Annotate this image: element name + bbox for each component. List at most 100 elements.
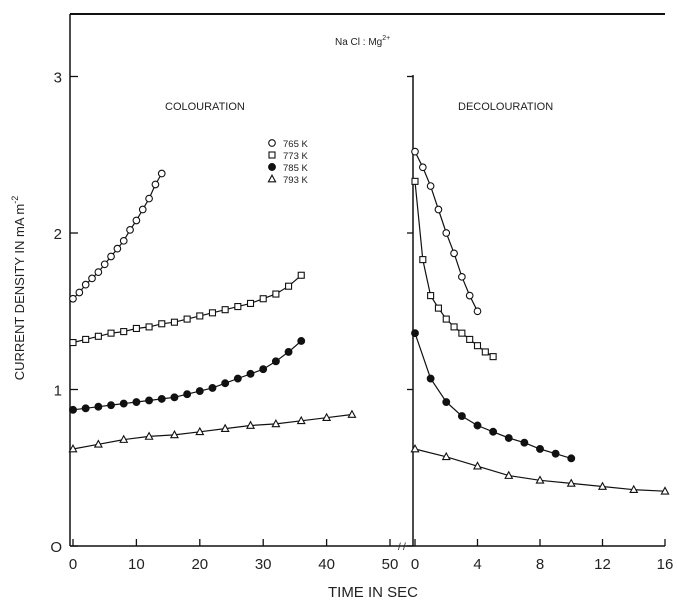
- data-point-0-colouration: [113, 244, 122, 253]
- data-point-1-colouration: [120, 328, 128, 336]
- data-point-0-decolouration: [458, 272, 466, 281]
- data-point-1-decolouration: [489, 353, 497, 361]
- data-point-1-colouration: [170, 318, 178, 326]
- legend-label: 793 K: [283, 175, 308, 186]
- data-point-1-colouration: [246, 299, 255, 307]
- x-tick-label: 30: [255, 556, 272, 573]
- data-point-0-decolouration: [450, 249, 458, 258]
- data-point-0-decolouration: [426, 182, 435, 190]
- data-point-1-decolouration: [473, 342, 482, 350]
- data-point-1-colouration: [107, 329, 115, 337]
- data-point-2-colouration: [119, 399, 128, 408]
- axis-break-mark: /: [398, 542, 401, 553]
- data-point-0-colouration: [138, 205, 147, 214]
- data-point-1-decolouration: [411, 177, 419, 185]
- data-point-1-colouration: [196, 312, 204, 320]
- data-point-2-colouration: [233, 374, 242, 383]
- x-tick-label: 12: [594, 556, 611, 573]
- data-point-3-colouration: [245, 420, 256, 429]
- data-point-3-colouration: [220, 423, 230, 432]
- data-point-1-colouration: [234, 303, 242, 311]
- chart-title-text: Na Cl : Mg: [335, 37, 382, 48]
- chart-title-sup: 2+: [382, 35, 390, 42]
- legend-marker: [268, 163, 276, 171]
- data-point-2-decolouration: [567, 454, 576, 463]
- data-point-1-colouration: [297, 271, 305, 279]
- data-point-2-colouration: [132, 398, 141, 406]
- data-point-2-colouration: [221, 379, 230, 388]
- data-point-2-decolouration: [489, 427, 498, 436]
- data-point-1-decolouration: [434, 304, 442, 312]
- data-point-2-decolouration: [504, 434, 513, 442]
- data-point-0-colouration: [151, 180, 160, 189]
- data-point-1-decolouration: [442, 315, 450, 323]
- x-axis-label: TIME IN SEC: [328, 584, 418, 601]
- data-point-2-decolouration: [536, 445, 544, 453]
- data-point-3-decolouration: [504, 470, 514, 479]
- legend-marker: [268, 139, 276, 147]
- data-point-0-decolouration: [418, 163, 427, 172]
- data-point-3-colouration: [271, 418, 281, 428]
- data-point-1-colouration: [94, 332, 102, 340]
- x-tick-label: 10: [128, 556, 145, 573]
- data-point-1-colouration: [145, 323, 153, 331]
- data-point-2-colouration: [195, 387, 204, 396]
- data-point-2-colouration: [107, 401, 115, 410]
- x-tick-label: 0: [69, 556, 77, 573]
- data-point-2-colouration: [81, 404, 90, 413]
- data-point-3-decolouration: [472, 461, 483, 470]
- data-point-1-colouration: [221, 306, 229, 314]
- data-point-0-colouration: [81, 280, 90, 289]
- data-point-0-decolouration: [473, 307, 482, 316]
- data-point-0-decolouration: [465, 291, 474, 300]
- data-point-3-decolouration: [660, 486, 670, 495]
- series-line-3-colouration: [72, 413, 353, 450]
- data-point-1-decolouration: [419, 256, 427, 264]
- data-point-3-decolouration: [629, 484, 639, 494]
- data-point-0-colouration: [145, 194, 153, 203]
- data-point-3-decolouration: [597, 481, 608, 490]
- x-tick-label: 8: [536, 556, 544, 573]
- y-tick-label: 2: [54, 226, 62, 243]
- data-point-2-colouration: [297, 337, 306, 345]
- data-point-1-decolouration: [481, 348, 489, 356]
- data-point-1-colouration: [285, 282, 293, 290]
- data-point-3-colouration: [347, 409, 357, 418]
- legend-label: 765 K: [283, 139, 308, 150]
- data-point-2-colouration: [284, 347, 293, 356]
- data-point-1-decolouration: [450, 323, 458, 331]
- data-point-0-colouration: [119, 236, 128, 245]
- data-point-0-colouration: [107, 252, 115, 261]
- data-point-2-colouration: [157, 394, 166, 403]
- data-point-2-decolouration: [426, 374, 435, 383]
- x-tick-label: 16: [657, 556, 674, 573]
- data-point-2-colouration: [246, 369, 255, 378]
- data-point-0-colouration: [88, 274, 96, 283]
- data-point-3-colouration: [144, 431, 154, 440]
- data-point-3-colouration: [296, 415, 306, 425]
- data-point-1-colouration: [208, 309, 217, 317]
- legend-marker: [268, 151, 276, 159]
- data-point-2-colouration: [271, 357, 280, 366]
- data-point-3-decolouration: [410, 444, 420, 453]
- data-point-1-decolouration: [427, 292, 435, 300]
- x-tick-label: 50: [382, 556, 399, 573]
- x-tick-label: 0: [411, 556, 419, 573]
- data-point-2-colouration: [69, 405, 77, 414]
- data-point-3-colouration: [169, 429, 179, 439]
- data-point-2-colouration: [208, 383, 217, 392]
- data-point-2-decolouration: [473, 421, 482, 430]
- data-point-0-colouration: [132, 216, 141, 225]
- legend-label: 773 K: [283, 151, 308, 162]
- panel-label-colouration: COLOURATION: [165, 101, 245, 113]
- data-point-3-decolouration: [566, 478, 576, 487]
- data-point-2-decolouration: [520, 438, 529, 447]
- data-point-3-colouration: [322, 412, 332, 422]
- data-point-2-decolouration: [457, 412, 466, 421]
- data-point-2-decolouration: [411, 329, 419, 338]
- data-point-0-decolouration: [434, 205, 443, 214]
- data-point-3-colouration: [93, 439, 103, 448]
- data-point-3-colouration: [68, 444, 78, 453]
- data-point-3-colouration: [195, 426, 205, 436]
